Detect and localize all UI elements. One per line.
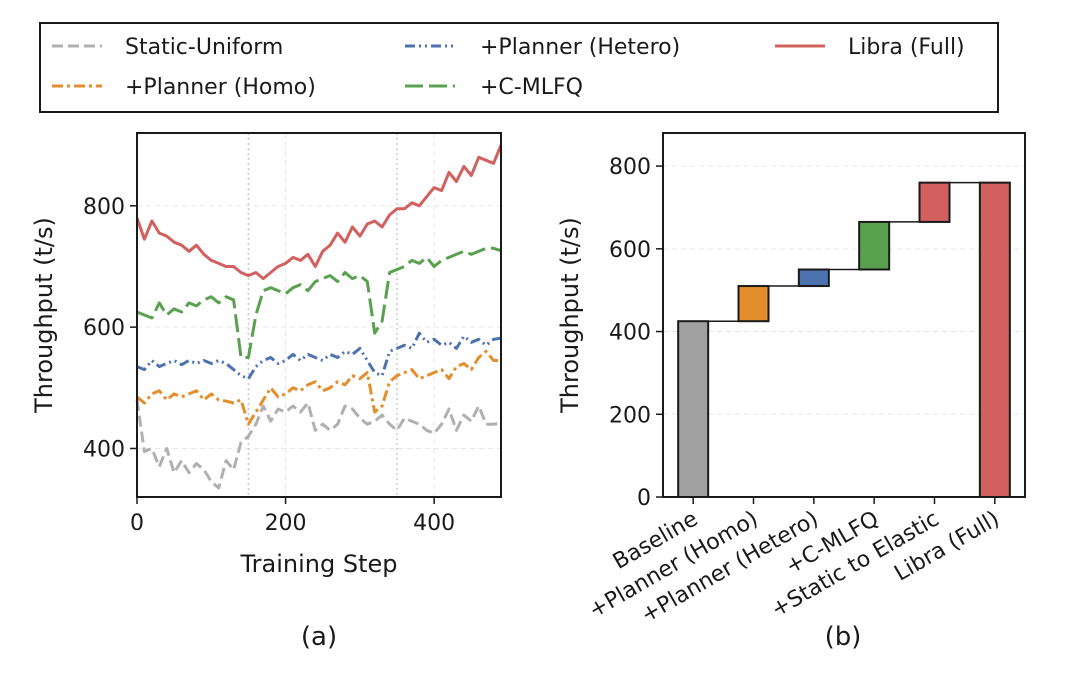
panel-a-ytick-label: 400 [83, 437, 125, 462]
bar-planner-homo [737, 285, 770, 323]
panel-b-ytick-label: 600 [609, 238, 651, 263]
panel-a-ytick-label: 800 [83, 195, 125, 220]
panel-a-grid [136, 133, 501, 497]
panel-b-ytick-label: 200 [609, 403, 651, 428]
legend-label-static-uniform: Static-Uniform [125, 35, 283, 60]
series-line-static-uniform [135, 399, 502, 490]
panel-a-frame [136, 132, 502, 498]
panel-b-bars [677, 181, 1011, 499]
series-line-libra-full [135, 144, 503, 281]
panel-b-ytick-label: 0 [637, 486, 651, 511]
panel-a-xtick-label: 0 [130, 511, 144, 536]
panel-a-ytick-label: 600 [83, 316, 125, 341]
bar-baseline [677, 320, 710, 499]
panel-b-frame [662, 132, 1026, 498]
legend-label-planner-homo: +Planner (Homo) [125, 75, 316, 100]
legend-label-libra-full: Libra (Full) [848, 35, 965, 60]
panel-b-label: (b) [825, 622, 862, 652]
panel-a-xlabel: Training Step [240, 550, 398, 578]
bar-libra-full [978, 181, 1011, 499]
panel-a-ticks: 0 200 400 400 600 800 [83, 195, 455, 536]
panel-b-ytick-label: 800 [609, 155, 651, 180]
panel-a-marker-lines [247, 133, 398, 497]
series-line-planner-homo [136, 349, 501, 426]
panel-a-xtick-label: 400 [413, 511, 455, 536]
panel-b-grid [663, 165, 1025, 498]
legend: Static-Uniform +Planner (Hetero) Libra (… [39, 22, 999, 113]
panel-a-label: (a) [301, 622, 337, 652]
legend-label-planner-hetero: +Planner (Hetero) [480, 35, 680, 60]
bar-planner-hetero [797, 268, 830, 288]
panel-a-series [135, 144, 503, 490]
legend-frame [39, 22, 999, 113]
panel-a: 0 200 400 400 600 800 Training Step Throughpu… [30, 132, 503, 652]
bar-static-to-elastic [918, 181, 951, 223]
series-line-c-mlfq [136, 246, 502, 359]
panel-b-ytick-label: 400 [609, 321, 651, 346]
panel-b-ylabel: Throughput (t/s) [556, 217, 584, 414]
panel-b-connectors [708, 181, 980, 322]
bar-c-mlfq [858, 220, 891, 271]
legend-label-c-mlfq: +C-MLFQ [480, 75, 583, 100]
panel-a-ylabel: Throughput (t/s) [30, 217, 58, 414]
panel-a-xtick-label: 200 [265, 511, 307, 536]
series-line-planner-hetero [136, 331, 502, 381]
